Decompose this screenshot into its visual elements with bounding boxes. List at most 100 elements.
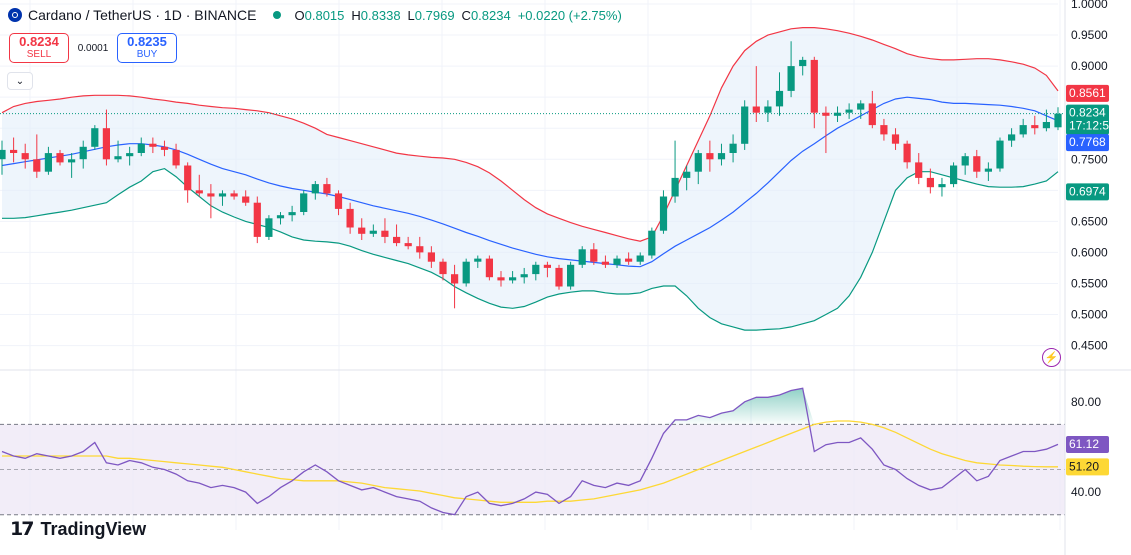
- candle-body[interactable]: [775, 90, 784, 107]
- candle-body[interactable]: [729, 143, 737, 153]
- candle-body[interactable]: [717, 153, 726, 160]
- rsi-line[interactable]: [1, 387, 1059, 516]
- candle-body[interactable]: [462, 261, 470, 284]
- candle-body[interactable]: [184, 165, 192, 191]
- candle-body[interactable]: [787, 66, 795, 91]
- candle-body[interactable]: [567, 264, 575, 287]
- candle-body[interactable]: [659, 196, 668, 231]
- candle-body[interactable]: [381, 230, 389, 237]
- candle-body[interactable]: [253, 202, 261, 237]
- alert-bolt-icon[interactable]: ⚡: [1042, 348, 1061, 367]
- last-price-label[interactable]: [1066, 104, 1109, 135]
- candle-body[interactable]: [752, 106, 760, 113]
- candle-body[interactable]: [1019, 125, 1027, 135]
- candle-body[interactable]: [346, 208, 354, 228]
- candle-body[interactable]: [543, 264, 551, 268]
- candle-body[interactable]: [868, 103, 876, 126]
- candle-body[interactable]: [613, 258, 621, 265]
- bb-upper-price-label[interactable]: [1066, 84, 1109, 102]
- candle-body[interactable]: [91, 128, 99, 147]
- candle-body[interactable]: [555, 267, 563, 287]
- candle-body[interactable]: [671, 177, 679, 197]
- bollinger-upper-line[interactable]: [1, 27, 1059, 242]
- candle-body[interactable]: [950, 165, 958, 185]
- candle-body[interactable]: [404, 243, 412, 247]
- buy-button[interactable]: 0.8235 BUY: [117, 33, 177, 63]
- candle-body[interactable]: [195, 190, 203, 194]
- candle-body[interactable]: [601, 261, 609, 265]
- candle-body[interactable]: [276, 215, 285, 219]
- candle-body[interactable]: [218, 193, 227, 197]
- candle-body[interactable]: [126, 153, 134, 157]
- candle-body[interactable]: [485, 258, 493, 278]
- candle-body[interactable]: [938, 184, 946, 188]
- candle-body[interactable]: [996, 140, 1004, 169]
- candle-body[interactable]: [474, 258, 482, 262]
- sell-button[interactable]: 0.8234 SELL: [9, 33, 69, 63]
- candle-body[interactable]: [706, 153, 714, 160]
- candle-body[interactable]: [683, 171, 691, 178]
- candle-body[interactable]: [497, 277, 505, 281]
- candle-body[interactable]: [891, 134, 900, 144]
- candle-body[interactable]: [741, 106, 749, 144]
- candle-body[interactable]: [265, 218, 273, 237]
- candle-body[interactable]: [1031, 125, 1039, 129]
- candle-body[interactable]: [149, 143, 157, 147]
- candle-body[interactable]: [242, 196, 250, 203]
- rsi-ma-line[interactable]: [2, 420, 1058, 503]
- candle-body[interactable]: [590, 249, 598, 262]
- tradingview-logo[interactable]: 17 TradingView: [10, 518, 146, 540]
- candle-body[interactable]: [857, 103, 865, 110]
- candle-body[interactable]: [0, 149, 6, 160]
- candle-body[interactable]: [137, 143, 145, 153]
- candle-body[interactable]: [1054, 113, 1062, 128]
- candle-body[interactable]: [1042, 122, 1050, 129]
- candle-body[interactable]: [694, 153, 702, 172]
- bb-lower-price-label[interactable]: [1066, 183, 1109, 201]
- candle-body[interactable]: [636, 255, 644, 262]
- candle-body[interactable]: [21, 153, 29, 160]
- candle-body[interactable]: [56, 153, 64, 163]
- candle-body[interactable]: [625, 258, 633, 262]
- bollinger-lower-line[interactable]: [2, 167, 1059, 331]
- candle-body[interactable]: [961, 156, 969, 166]
- candle-body[interactable]: [822, 112, 830, 116]
- candle-body[interactable]: [984, 168, 992, 172]
- candle-body[interactable]: [68, 159, 76, 163]
- candle-body[interactable]: [799, 59, 807, 67]
- bb-basis-price-label[interactable]: [1066, 134, 1109, 152]
- candle-body[interactable]: [114, 156, 122, 160]
- candle-body[interactable]: [532, 264, 540, 275]
- candle-body[interactable]: [810, 59, 818, 113]
- rsi-ma-value-label[interactable]: [1066, 458, 1109, 476]
- candle-body[interactable]: [520, 274, 528, 278]
- candle-body[interactable]: [833, 112, 842, 116]
- candle-body[interactable]: [764, 106, 772, 113]
- candle-body[interactable]: [288, 212, 296, 216]
- candle-body[interactable]: [300, 193, 308, 212]
- candle-body[interactable]: [973, 156, 981, 172]
- candle-body[interactable]: [648, 230, 656, 256]
- candle-body[interactable]: [172, 149, 180, 166]
- candle-body[interactable]: [926, 177, 934, 188]
- candle-body[interactable]: [334, 193, 343, 209]
- candle-body[interactable]: [451, 274, 459, 284]
- candle-body[interactable]: [160, 146, 169, 150]
- candle-body[interactable]: [102, 128, 110, 160]
- candle-body[interactable]: [509, 277, 517, 281]
- candle-body[interactable]: [915, 162, 923, 178]
- candle-body[interactable]: [207, 193, 215, 197]
- rsi-value-label[interactable]: [1066, 435, 1109, 453]
- candle-body[interactable]: [79, 146, 87, 160]
- candle-body[interactable]: [1008, 134, 1016, 141]
- symbol-header[interactable]: Cardano / TetherUS · 1D · BINANCE O0.801…: [8, 7, 622, 23]
- candle-body[interactable]: [416, 246, 424, 253]
- collapse-indicators-button[interactable]: ⌄: [7, 72, 33, 90]
- candle-body[interactable]: [10, 149, 18, 153]
- candle-body[interactable]: [44, 153, 52, 172]
- candle-body[interactable]: [880, 125, 888, 135]
- candle-body[interactable]: [439, 261, 447, 275]
- candle-body[interactable]: [845, 109, 853, 113]
- candle-body[interactable]: [311, 184, 319, 194]
